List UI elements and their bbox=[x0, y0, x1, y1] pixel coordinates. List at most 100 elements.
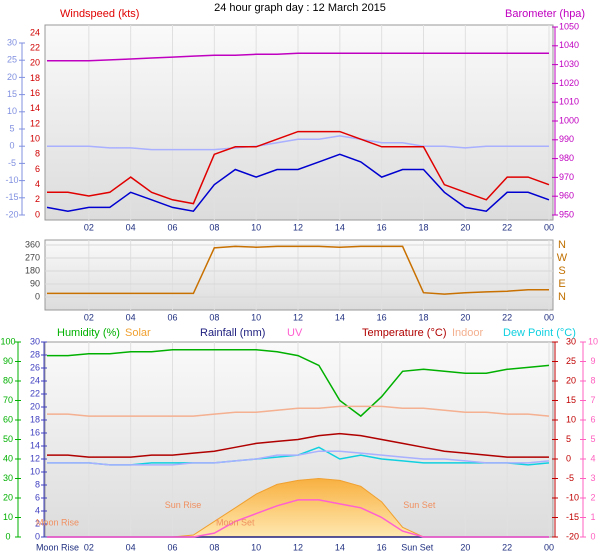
y2-tick-label: 16 bbox=[30, 427, 40, 437]
y2-tick-label: 1020 bbox=[559, 78, 579, 88]
y3-tick-label: -10 bbox=[566, 492, 579, 502]
x-tick-label: 10 bbox=[251, 542, 261, 552]
y3-tick-label: 15 bbox=[7, 89, 17, 99]
x-tick-label: 20 bbox=[460, 542, 470, 552]
x-tick-label: 22 bbox=[502, 222, 512, 232]
y2-tick-label: 22 bbox=[30, 388, 40, 398]
y2-tick-label: N bbox=[558, 291, 566, 303]
y2-tick-label: 1010 bbox=[559, 97, 579, 107]
legend-entry: Rainfall (mm) bbox=[200, 327, 265, 339]
y-tick-label: 0 bbox=[35, 209, 40, 219]
y2-tick-label: W bbox=[557, 252, 568, 264]
line bbox=[47, 349, 550, 418]
y3-tick-label: 15 bbox=[566, 395, 576, 405]
y-tick-label: 22 bbox=[30, 43, 40, 53]
y3-tick-label: -15 bbox=[5, 192, 18, 202]
y2-tick-label: 1030 bbox=[559, 59, 579, 69]
y3-tick-label: -5 bbox=[8, 158, 16, 168]
y2-tick-label: 990 bbox=[559, 134, 574, 144]
y-tick-label: 6 bbox=[35, 164, 40, 174]
y-tick-label: 24 bbox=[30, 27, 40, 37]
y2-tick-label: 10 bbox=[30, 466, 40, 476]
y3-tick-label: 20 bbox=[566, 375, 576, 385]
x-tick-label: 00 bbox=[544, 542, 554, 552]
y-tick-label: 50 bbox=[3, 434, 13, 444]
y3-tick-label: 25 bbox=[566, 356, 576, 366]
y2-tick-label: 1040 bbox=[559, 40, 579, 50]
y2-tick-label: 960 bbox=[559, 191, 574, 201]
line bbox=[47, 450, 550, 466]
annotation: Sun Set bbox=[403, 500, 436, 510]
x-tick-label: 06 bbox=[167, 542, 177, 552]
y2-tick-label: 20 bbox=[30, 401, 40, 411]
legend-entry: Humidity (%) bbox=[57, 327, 120, 339]
y3-tick-label: 10 bbox=[7, 106, 17, 116]
x-tick-label: 04 bbox=[126, 312, 136, 322]
x-tick-label: 18 bbox=[418, 312, 428, 322]
y-tick-label: 18 bbox=[30, 73, 40, 83]
y4-tick-label: 10 bbox=[588, 336, 598, 346]
y-tick-label: 16 bbox=[30, 88, 40, 98]
y-tick-label: 360 bbox=[25, 239, 40, 249]
y-tick-label: 60 bbox=[3, 414, 13, 424]
y3-tick-label: -10 bbox=[5, 175, 18, 185]
y-tick-label: 12 bbox=[30, 118, 40, 128]
line bbox=[47, 130, 550, 205]
annotation: Moon Rise bbox=[36, 518, 79, 528]
y-tick-label: 90 bbox=[30, 278, 40, 288]
y4-tick-label: 7 bbox=[590, 395, 595, 405]
x-tick-label: 08 bbox=[209, 312, 219, 322]
x-tick-label: 14 bbox=[335, 222, 345, 232]
y2-tick-label: 14 bbox=[30, 440, 40, 450]
legend-entry: Barometer (hpa) bbox=[505, 8, 585, 20]
y4-tick-label: 1 bbox=[590, 512, 595, 522]
y4-tick-label: 0 bbox=[590, 531, 595, 541]
y3-tick-label: -5 bbox=[566, 473, 574, 483]
y-tick-label: 70 bbox=[3, 395, 13, 405]
x-tick-label: 18 bbox=[418, 222, 428, 232]
line bbox=[47, 52, 549, 62]
y-tick-label: 40 bbox=[3, 453, 13, 463]
y2-tick-label: 970 bbox=[559, 172, 574, 182]
legend-entry: Solar bbox=[125, 327, 151, 339]
y-tick-label: 180 bbox=[25, 265, 40, 275]
y2-tick-label: 950 bbox=[559, 209, 574, 219]
y3-tick-label: -20 bbox=[566, 531, 579, 541]
y3-tick-label: 25 bbox=[7, 55, 17, 65]
line bbox=[47, 245, 549, 295]
y-tick-label: 14 bbox=[30, 103, 40, 113]
y2-tick-label: 30 bbox=[30, 336, 40, 346]
y2-tick-label: 4 bbox=[35, 505, 40, 515]
y2-tick-label: 6 bbox=[35, 492, 40, 502]
y3-tick-label: 30 bbox=[566, 336, 576, 346]
y-tick-label: 30 bbox=[3, 473, 13, 483]
x-tick-label: 06 bbox=[167, 312, 177, 322]
y3-tick-label: 30 bbox=[7, 37, 17, 47]
y2-tick-label: S bbox=[558, 265, 565, 277]
x-tick-label: 12 bbox=[293, 542, 303, 552]
y4-tick-label: 4 bbox=[590, 453, 595, 463]
x-tick-label: 16 bbox=[377, 222, 387, 232]
y2-tick-label: 980 bbox=[559, 153, 574, 163]
y-tick-label: 0 bbox=[35, 291, 40, 301]
x-tick-label: 08 bbox=[209, 222, 219, 232]
y4-tick-label: 2 bbox=[590, 492, 595, 502]
y4-tick-label: 8 bbox=[590, 375, 595, 385]
y2-tick-label: 26 bbox=[30, 362, 40, 372]
legend-entry: Windspeed (kts) bbox=[60, 8, 139, 20]
y2-tick-label: 12 bbox=[30, 453, 40, 463]
line bbox=[47, 499, 549, 538]
y2-tick-label: 8 bbox=[35, 479, 40, 489]
annotation: Moon Set bbox=[216, 518, 255, 528]
x-tick-label: 04 bbox=[126, 222, 136, 232]
x-tick-label: 04 bbox=[126, 542, 136, 552]
y2-tick-label: 1000 bbox=[559, 115, 579, 125]
y-tick-label: 80 bbox=[3, 375, 13, 385]
y-tick-label: 90 bbox=[3, 356, 13, 366]
x-tick-label: 20 bbox=[460, 222, 470, 232]
x-tick-label: 12 bbox=[293, 312, 303, 322]
y-tick-label: 100 bbox=[0, 336, 15, 346]
y3-tick-label: 0 bbox=[566, 453, 571, 463]
axis-annotation: Moon Rise bbox=[36, 542, 79, 552]
